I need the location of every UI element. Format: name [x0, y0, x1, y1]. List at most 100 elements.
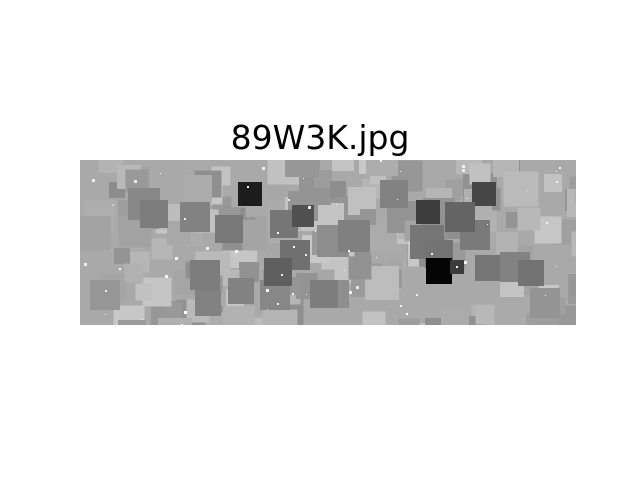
mosaic-speckle — [406, 313, 408, 315]
mosaic-dark-square — [472, 182, 496, 206]
captcha-image — [80, 160, 576, 325]
mosaic-speckle — [464, 261, 467, 264]
mosaic-square — [90, 280, 120, 310]
mosaic-speckle — [206, 247, 209, 250]
mosaic-speckle — [293, 246, 295, 248]
mosaic-square — [569, 176, 576, 200]
mosaic-square — [118, 320, 146, 325]
mosaic-dark-square — [264, 258, 292, 286]
image-title: 89W3K.jpg — [230, 118, 410, 157]
mosaic-square — [124, 263, 144, 283]
mosaic-speckle — [416, 294, 418, 296]
mosaic-square — [184, 175, 212, 203]
mosaic-square — [533, 316, 559, 325]
mosaic-square — [575, 177, 576, 205]
mosaic-speckle — [277, 232, 279, 234]
mosaic-dark-square — [416, 200, 440, 224]
mosaic-speckle — [175, 257, 178, 260]
mosaic-speckle — [160, 173, 161, 174]
mosaic-speckle — [559, 167, 561, 169]
mosaic-dark-square — [292, 205, 314, 227]
mosaic-speckle — [376, 257, 377, 258]
mosaic-square — [338, 220, 370, 252]
mosaic-square — [530, 288, 560, 318]
mosaic-speckle — [380, 160, 382, 162]
captcha-mosaic — [80, 160, 576, 325]
mosaic-speckle — [184, 311, 187, 314]
mosaic-speckle — [556, 171, 557, 172]
mosaic-speckle — [105, 314, 106, 315]
mosaic-square — [544, 174, 562, 192]
mosaic-speckle — [308, 206, 311, 209]
mosaic-speckle — [266, 289, 269, 292]
mosaic-speckle — [306, 294, 307, 295]
mosaic-speckle — [462, 165, 465, 168]
mosaic-square — [310, 280, 338, 308]
mosaic-square — [441, 309, 469, 325]
mosaic-speckle — [400, 171, 401, 172]
mosaic-speckle — [487, 224, 488, 225]
mosaic-square — [517, 207, 541, 231]
mosaic-speckle — [288, 199, 290, 201]
mosaic-speckle — [527, 190, 528, 191]
mosaic-square — [332, 160, 354, 171]
mosaic-square — [262, 309, 298, 325]
mosaic-speckle — [431, 253, 433, 255]
mosaic-square — [398, 318, 420, 325]
mosaic-square — [571, 231, 576, 257]
mosaic-speckle — [462, 169, 465, 172]
mosaic-speckle — [277, 303, 279, 305]
mosaic-speckle — [142, 319, 143, 320]
mosaic-speckle — [247, 186, 249, 188]
mosaic-square — [285, 160, 319, 177]
mosaic-speckle — [400, 305, 402, 307]
mosaic-speckle — [165, 275, 168, 278]
mosaic-speckle — [397, 199, 398, 200]
mosaic-speckle — [112, 205, 113, 206]
mosaic-square — [80, 216, 111, 250]
mosaic-speckle — [235, 250, 238, 253]
mosaic-square — [475, 305, 495, 325]
mosaic-square — [569, 280, 576, 296]
mosaic-speckle — [303, 178, 304, 179]
mosaic-speckle — [348, 250, 350, 252]
mosaic-speckle — [134, 180, 137, 183]
mosaic-square — [158, 318, 192, 325]
mosaic-square — [180, 202, 210, 232]
mosaic-square — [114, 248, 130, 264]
mosaic-dark-square — [518, 260, 544, 286]
mosaic-speckle — [92, 179, 95, 182]
mosaic-square — [215, 215, 243, 243]
mosaic-speckle — [119, 268, 121, 270]
mosaic-speckle — [349, 291, 352, 294]
mosaic-square — [494, 301, 526, 325]
mosaic-speckle — [315, 231, 316, 232]
mosaic-square — [135, 283, 153, 301]
mosaic-square — [195, 290, 221, 316]
mosaic-speckle — [467, 198, 468, 199]
mosaic-square — [469, 163, 491, 185]
mosaic-speckle — [305, 254, 307, 256]
mosaic-square — [269, 182, 289, 202]
mosaic-square — [366, 160, 398, 176]
mosaic-speckle — [456, 266, 457, 267]
mosaic-square — [496, 232, 518, 254]
mosaic-speckle — [84, 263, 87, 266]
mosaic-dark-square — [426, 258, 452, 284]
mosaic-square — [503, 171, 539, 207]
mosaic-square — [380, 180, 408, 208]
mosaic-speckle — [336, 204, 337, 205]
mosaic-speckle — [281, 274, 283, 276]
mosaic-speckle — [114, 204, 115, 205]
mosaic-square — [362, 311, 386, 325]
mosaic-speckle — [262, 167, 265, 170]
mosaic-speckle — [545, 295, 546, 296]
mosaic-speckle — [546, 222, 548, 224]
mosaic-dark-square — [238, 182, 262, 206]
mosaic-square — [473, 280, 495, 302]
mosaic-square — [454, 316, 486, 325]
mosaic-speckle — [181, 324, 183, 325]
mosaic-square — [228, 278, 254, 304]
mosaic-square — [425, 318, 451, 325]
